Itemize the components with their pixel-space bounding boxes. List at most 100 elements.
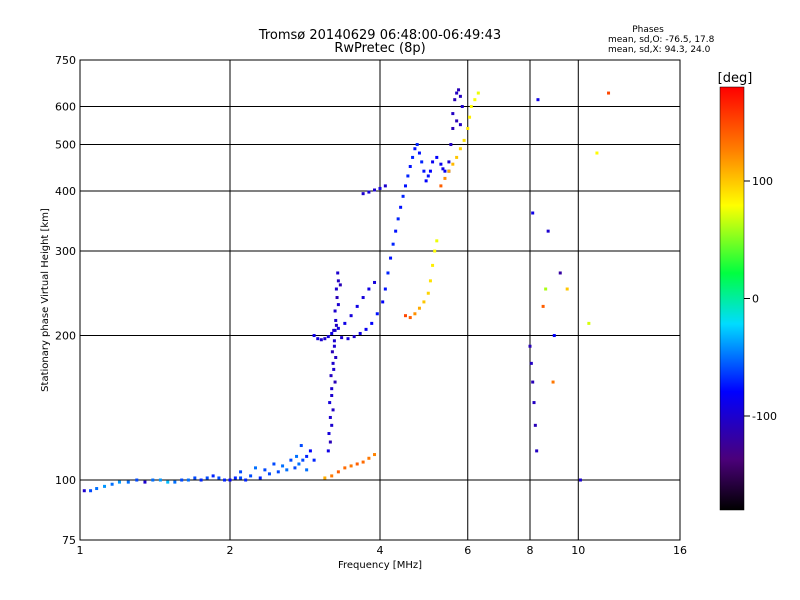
data-point xyxy=(544,287,548,291)
data-point xyxy=(289,458,293,462)
data-point xyxy=(158,478,162,482)
data-point xyxy=(367,456,371,460)
data-point xyxy=(173,480,177,484)
data-point xyxy=(529,361,533,365)
data-point xyxy=(361,460,365,464)
x-tick-label: 1 xyxy=(77,544,84,557)
data-point xyxy=(476,91,480,95)
data-point xyxy=(349,314,353,318)
data-point xyxy=(439,184,443,188)
y-tick-label: 100 xyxy=(55,474,76,487)
data-point xyxy=(531,211,535,215)
data-point xyxy=(451,112,455,116)
data-point xyxy=(331,408,335,412)
data-point xyxy=(95,487,99,491)
data-point xyxy=(417,306,421,310)
data-point xyxy=(426,291,430,295)
data-point xyxy=(217,476,221,480)
data-point xyxy=(330,387,334,391)
data-point xyxy=(329,374,333,378)
x-tick-label: 4 xyxy=(377,544,384,557)
data-point xyxy=(391,242,395,246)
data-point xyxy=(334,323,338,327)
data-point xyxy=(263,468,267,472)
data-point xyxy=(551,380,555,384)
data-point xyxy=(361,192,365,196)
data-point xyxy=(435,155,439,159)
x-tick-label: 2 xyxy=(227,544,234,557)
data-point xyxy=(451,126,455,130)
data-point xyxy=(587,321,591,325)
plot-frame xyxy=(79,59,681,541)
data-point xyxy=(428,169,432,173)
data-point xyxy=(285,468,289,472)
data-point xyxy=(358,331,362,335)
phase-stats-heading: Phases xyxy=(632,25,664,35)
data-point xyxy=(211,474,215,478)
data-point xyxy=(336,470,340,474)
data-point xyxy=(443,176,447,180)
data-point xyxy=(166,480,170,484)
data-point xyxy=(143,480,147,484)
phase-stats-x: mean, sd,X: 94.3, 24.0 xyxy=(608,45,711,55)
data-point xyxy=(228,478,232,482)
data-point xyxy=(193,476,197,480)
data-point xyxy=(364,327,368,331)
data-point xyxy=(199,478,203,482)
data-point xyxy=(367,287,371,291)
data-point xyxy=(455,119,459,123)
y-tick-label: 300 xyxy=(55,245,76,258)
data-point xyxy=(422,300,426,304)
data-point xyxy=(180,478,184,482)
data-point xyxy=(428,279,432,283)
data-point xyxy=(552,334,556,338)
data-point xyxy=(336,279,340,283)
data-point xyxy=(462,138,466,142)
data-point xyxy=(408,316,412,320)
data-point xyxy=(253,466,257,470)
data-point xyxy=(305,454,309,458)
y-axis-label: Stationary phase Virtual Height [km] xyxy=(40,208,51,392)
y-tick-label: 400 xyxy=(55,185,76,198)
data-point xyxy=(355,304,359,308)
data-point xyxy=(299,444,303,448)
data-point xyxy=(533,423,537,427)
colorbar-tick-label: 0 xyxy=(752,293,759,306)
data-point xyxy=(267,472,271,476)
data-point xyxy=(330,331,334,335)
colorbar-tick-label: -100 xyxy=(752,410,777,423)
data-point xyxy=(528,344,532,348)
data-point xyxy=(451,162,455,166)
data-point xyxy=(332,344,336,348)
data-point xyxy=(386,271,390,275)
data-point xyxy=(332,367,336,371)
data-point xyxy=(435,239,439,243)
data-point xyxy=(330,423,334,427)
data-point xyxy=(373,188,377,192)
data-point xyxy=(336,303,340,307)
data-point xyxy=(408,164,412,168)
data-point xyxy=(301,458,305,462)
data-point xyxy=(373,280,377,284)
data-point xyxy=(244,478,248,482)
data-point xyxy=(333,380,337,384)
data-point xyxy=(338,283,342,287)
data-point xyxy=(334,318,338,322)
data-point xyxy=(343,466,347,470)
data-point xyxy=(343,321,347,325)
data-point xyxy=(431,263,435,267)
data-point xyxy=(367,190,371,194)
data-point xyxy=(239,476,243,480)
data-point xyxy=(239,470,243,474)
data-point xyxy=(411,155,415,159)
data-point xyxy=(293,466,297,470)
data-point xyxy=(595,151,599,155)
data-point xyxy=(281,464,285,468)
data-point xyxy=(233,476,237,480)
data-point xyxy=(336,326,340,330)
chart-subtitle: RwPretec (8p) xyxy=(334,41,425,56)
data-point xyxy=(103,484,107,488)
data-point xyxy=(447,160,451,164)
data-point xyxy=(443,169,447,173)
